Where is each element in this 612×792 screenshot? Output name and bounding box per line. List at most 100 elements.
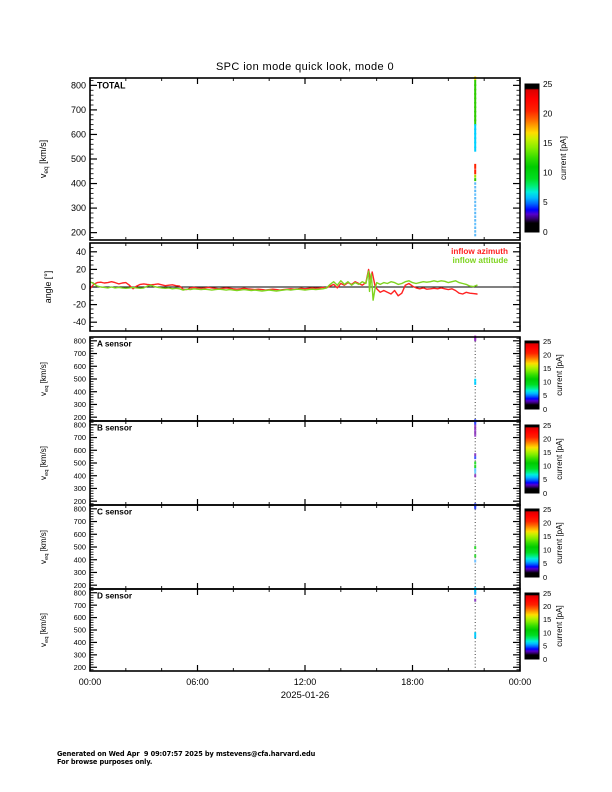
y-tick-label: 400 [74, 471, 86, 480]
streak-point [474, 378, 477, 382]
colorbar-bar [524, 340, 540, 410]
y-tick-label: 700 [74, 601, 86, 610]
colorbar-tick-label: 10 [543, 462, 551, 471]
y-tick-label: 300 [74, 650, 86, 659]
streak-point [474, 421, 477, 426]
y-tick-label: 200 [71, 228, 86, 238]
y-tick-label: 20 [76, 264, 86, 274]
colorbar-tick-label: 0 [543, 405, 547, 414]
y-tick-label: 200 [74, 663, 86, 672]
y-tick-label: 200 [74, 413, 86, 422]
y-tick-label: 800 [74, 420, 86, 429]
y-tick-label: 500 [74, 543, 86, 552]
panel-border [89, 77, 521, 241]
panel-border [89, 504, 521, 590]
y-tick-label: 400 [74, 387, 86, 396]
streak-point [474, 215, 477, 218]
colorbar-bar [524, 424, 540, 494]
colorbar-axis-label: current [pA] [555, 354, 564, 395]
y-tick-label: 300 [74, 400, 86, 409]
colorbar-c: 0 5 10 15 20 25 current [pA] [524, 505, 564, 582]
panel-border [89, 336, 521, 422]
panel-border [89, 242, 521, 332]
y-tick-label: 300 [71, 203, 86, 213]
y-tick-label: 600 [74, 613, 86, 622]
colorbar-tick-label: 25 [543, 337, 551, 346]
colorbar-tick-label: 20 [543, 518, 551, 527]
colorbar-tick-label: 20 [543, 434, 551, 443]
colorbar-tick-label: 25 [543, 505, 551, 514]
x-tick-label-0600: 06:00 [186, 677, 209, 687]
colorbar-tick-label: 5 [543, 559, 547, 568]
colorbar-bar [524, 508, 540, 578]
y-tick-label: 400 [74, 638, 86, 647]
streak-point [474, 141, 477, 148]
colorbar-tick-label: 5 [543, 197, 548, 207]
streak-point [474, 465, 477, 469]
streak-point [474, 470, 477, 474]
y-tick-label: -20 [73, 300, 86, 310]
streak-point [474, 132, 477, 139]
y-ticks [90, 337, 520, 421]
streak-point [474, 233, 477, 237]
y-tick-label: -40 [73, 317, 86, 327]
colorbar-tick-label: 25 [543, 421, 551, 430]
colorbar-tick-label: 20 [543, 350, 551, 359]
colorbar-tick-label: 25 [543, 589, 551, 598]
colorbar-tick-label: 20 [543, 602, 551, 611]
streak-point [474, 635, 477, 639]
colorbar-tick-label: 10 [543, 628, 551, 637]
colorbar-bar [524, 83, 540, 233]
y-tick-label: 0 [81, 282, 86, 292]
streak-point [474, 554, 477, 558]
legend-inflow-azimuth: inflow azimuth [451, 247, 508, 256]
streak-point [474, 381, 477, 385]
streak-point [474, 146, 477, 152]
y-tick-label: 800 [71, 80, 86, 90]
streak-point [474, 453, 477, 457]
y-axis-label: veq [km/s] [39, 446, 50, 480]
colorbar-tick-label: 0 [543, 489, 547, 498]
streak-point [474, 337, 477, 342]
colorbar-tick-label: 5 [543, 391, 547, 400]
streak-point [474, 124, 477, 131]
trace-inflow-attitude [89, 270, 478, 301]
colorbar-d: 0 5 10 15 20 25 current [pA] [524, 589, 564, 664]
y-tick-label: 800 [74, 588, 86, 597]
y-tick-label: 600 [71, 129, 86, 139]
x-tick-label-1200: 12:00 [293, 677, 317, 687]
streak-point [474, 505, 477, 510]
streak-point [474, 128, 477, 135]
streak-point [474, 424, 477, 428]
y-tick-label: 400 [74, 555, 86, 564]
y-ticks [90, 589, 520, 671]
streak-point [474, 185, 477, 189]
streak-point [474, 431, 477, 435]
colorbar-tick-label: 0 [543, 573, 547, 582]
streak-point [474, 97, 477, 104]
y-tick-label: 800 [74, 504, 86, 513]
colorbar-axis-label: current [pA] [555, 605, 564, 646]
streak-points [474, 76, 477, 237]
streak-point [474, 598, 477, 602]
streak-point [474, 182, 477, 185]
x-tick-label-0000-left: 00:00 [78, 677, 102, 687]
y-tick-label: 400 [71, 179, 86, 189]
y-axis-label: veq [km/s] [39, 530, 50, 564]
colorbar-a: 0 5 10 15 20 25 current [pA] [524, 337, 564, 414]
streak-point [474, 222, 477, 226]
panel-label-b: B sensor [97, 424, 133, 433]
y-tick-label: 500 [74, 459, 86, 468]
streak-point [474, 189, 477, 193]
y-tick-label: 600 [74, 362, 86, 371]
panel-angle: -40 -20 0 20 40 angle [°] inflow azimuthinflow… [43, 242, 521, 332]
footer-browse-line: For browse purposes only. [57, 758, 153, 766]
y-tick-label: 600 [74, 530, 86, 539]
y-ticks [90, 421, 520, 505]
x-ticks [89, 505, 521, 589]
streak-point [474, 88, 477, 95]
colorbar-tick-label: 15 [543, 138, 553, 148]
x-ticks [89, 337, 521, 421]
streak-point [474, 546, 477, 550]
